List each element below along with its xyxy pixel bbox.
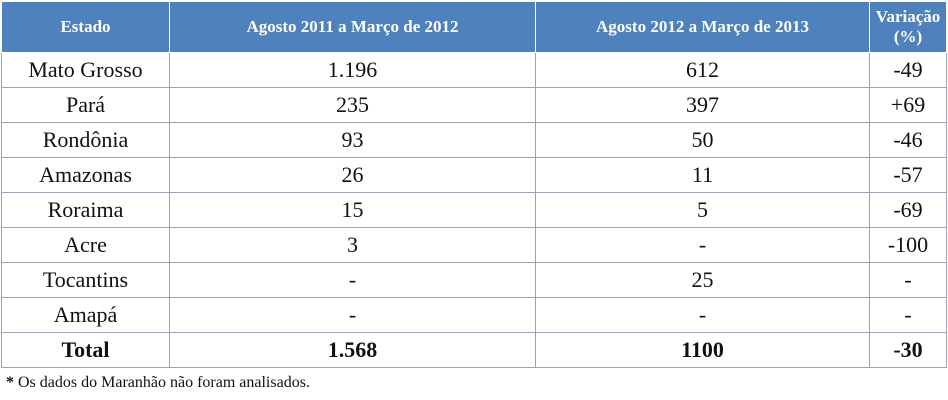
cell-value-2011-2012: -: [169, 297, 536, 333]
cell-value-2012-2013: 397: [535, 87, 870, 123]
cell-variacao: -46: [869, 122, 947, 158]
cell-value-2011-2012: 15: [169, 192, 536, 228]
total-label: Total: [1, 332, 170, 368]
cell-value-2011-2012: 3: [169, 227, 536, 263]
cell-value-2012-2013: -: [535, 227, 870, 263]
cell-estado: Rondônia: [1, 122, 170, 158]
table-row: Roraima 15 5 -69: [1, 192, 947, 228]
footnote-text: Os dados do Maranhão não foram analisado…: [14, 374, 310, 391]
cell-estado: Tocantins: [1, 262, 170, 298]
cell-value-2012-2013: 25: [535, 262, 870, 298]
table-row: Mato Grosso 1.196 612 -49: [1, 52, 947, 88]
footnote: * Os dados do Maranhão não foram analisa…: [6, 374, 310, 392]
total-value-2011-2012: 1.568: [169, 332, 536, 368]
cell-value-2012-2013: 5: [535, 192, 870, 228]
table-row: Tocantins - 25 -: [1, 262, 947, 298]
table-row: Amapá - - -: [1, 297, 947, 333]
cell-value-2011-2012: 26: [169, 157, 536, 193]
total-value-2012-2013: 1100: [535, 332, 870, 368]
cell-value-2011-2012: -: [169, 262, 536, 298]
cell-value-2012-2013: 11: [535, 157, 870, 193]
total-row: Total 1.568 1100 -30: [1, 332, 947, 368]
cell-variacao: +69: [869, 87, 947, 123]
cell-variacao: -: [869, 297, 947, 333]
table-row: Acre 3 - -100: [1, 227, 947, 263]
cell-variacao: -: [869, 262, 947, 298]
cell-estado: Amazonas: [1, 157, 170, 193]
deforestation-table: Estado Agosto 2011 a Março de 2012 Agost…: [1, 1, 947, 368]
cell-variacao: -69: [869, 192, 947, 228]
header-period-2012-2013: Agosto 2012 a Março de 2013: [535, 1, 870, 53]
cell-value-2012-2013: 612: [535, 52, 870, 88]
cell-value-2011-2012: 1.196: [169, 52, 536, 88]
cell-value-2012-2013: 50: [535, 122, 870, 158]
header-row: Estado Agosto 2011 a Março de 2012 Agost…: [1, 1, 947, 53]
cell-value-2011-2012: 93: [169, 122, 536, 158]
table-row: Rondônia 93 50 -46: [1, 122, 947, 158]
cell-estado: Pará: [1, 87, 170, 123]
cell-estado: Acre: [1, 227, 170, 263]
cell-variacao: -57: [869, 157, 947, 193]
cell-estado: Amapá: [1, 297, 170, 333]
cell-estado: Roraima: [1, 192, 170, 228]
cell-variacao: -49: [869, 52, 947, 88]
footnote-marker: *: [6, 374, 14, 391]
cell-value-2011-2012: 235: [169, 87, 536, 123]
header-variacao: Variação (%): [869, 1, 947, 53]
table-row: Pará 235 397 +69: [1, 87, 947, 123]
header-estado: Estado: [1, 1, 170, 53]
cell-variacao: -100: [869, 227, 947, 263]
cell-value-2012-2013: -: [535, 297, 870, 333]
header-period-2011-2012: Agosto 2011 a Março de 2012: [169, 1, 536, 53]
cell-estado: Mato Grosso: [1, 52, 170, 88]
total-variacao: -30: [869, 332, 947, 368]
table-row: Amazonas 26 11 -57: [1, 157, 947, 193]
